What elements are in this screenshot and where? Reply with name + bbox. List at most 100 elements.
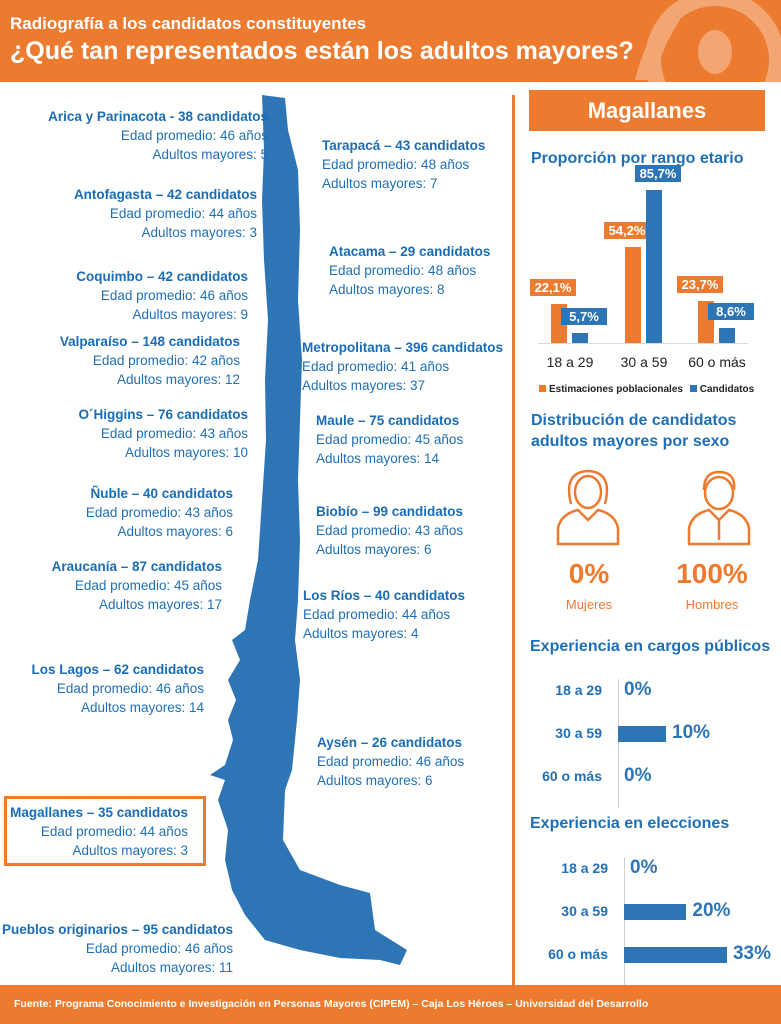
data-label: 5,7% <box>561 307 607 325</box>
region-metropolitana: Metropolitana – 396 candidatos Edad prome… <box>302 338 503 395</box>
region-elders: Adultos mayores: 14 <box>80 700 204 715</box>
region-elders: Adultos mayores: 5 <box>152 147 268 162</box>
logo-icon <box>635 0 781 82</box>
bar <box>625 246 641 343</box>
region-coquimbo: Coquimbo – 42 candidatos Edad promedio: 4… <box>76 267 248 324</box>
region-elders: Adultos mayores: 14 <box>316 451 440 466</box>
legend-label: Estimaciones poblacionales <box>549 384 683 395</box>
region-age: Edad promedio: 46 años <box>120 128 268 143</box>
region-title: Maule – 75 candidatos <box>316 413 460 428</box>
region-elders: Adultos mayores: 3 <box>72 843 188 858</box>
region-elders: Adultos mayores: 6 <box>117 524 233 539</box>
region-age: Edad promedio: 46 años <box>56 681 204 696</box>
region-antofagasta: Antofagasta – 42 candidatos Edad promedio… <box>74 185 257 242</box>
region-magallanes[interactable]: Magallanes – 35 candidatos Edad promedio:… <box>10 803 188 860</box>
region-age: Edad promedio: 43 años <box>100 426 248 441</box>
x-tick-label: 18 a 29 <box>546 354 594 370</box>
region-title: Valparaíso – 148 candidatos <box>59 334 240 349</box>
region-age: Edad promedio: 44 años <box>109 206 257 221</box>
chart-axis <box>624 857 625 986</box>
header-banner: Radiografía a los candidatos constituyen… <box>0 0 781 82</box>
region-title: Araucanía – 87 candidatos <box>51 559 222 574</box>
men-label: Hombres <box>685 597 739 612</box>
region-title: Metropolitana – 396 candidatos <box>302 340 504 355</box>
data-label: 54,2% <box>604 221 650 239</box>
y-tick-label: 60 o más <box>542 768 602 784</box>
region-los-lagos: Los Lagos – 62 candidatos Edad promedio: … <box>31 660 204 717</box>
bar <box>572 332 588 343</box>
public-office-title: Experiencia en cargos públicos <box>530 638 771 655</box>
data-label: 8,6% <box>708 302 754 320</box>
region-elders: Adultos mayores: 7 <box>322 176 438 191</box>
region-age: Edad promedio: 46 años <box>317 754 465 769</box>
region-elders: Adultos mayores: 8 <box>329 282 445 297</box>
region-title: Biobío – 99 candidatos <box>316 504 464 519</box>
region-title: Magallanes – 35 candidatos <box>10 805 188 820</box>
age-chart-title: Proporción por rango etario <box>531 150 744 167</box>
region-age: Edad promedio: 43 años <box>85 505 233 520</box>
x-tick-label: 30 a 59 <box>620 354 668 370</box>
bar <box>624 904 687 920</box>
region-elders: Adultos mayores: 11 <box>110 960 233 975</box>
data-label: 0% <box>624 679 652 700</box>
region-age: Edad promedio: 41 años <box>302 359 450 374</box>
region-pueblos-originarios: Pueblos originarios – 95 candidatos Edad … <box>2 920 233 977</box>
region-atacama: Atacama – 29 candidatos Edad promedio: 48… <box>329 242 490 299</box>
bar <box>624 947 727 963</box>
region-title: Los Lagos – 62 candidatos <box>31 662 204 677</box>
region-elders: Adultos mayores: 4 <box>303 626 419 641</box>
data-label: 10% <box>672 722 711 743</box>
region-title: O´Higgins – 76 candidatos <box>78 407 248 422</box>
region-age: Edad promedio: 46 años <box>85 941 233 956</box>
data-label: 23,7% <box>677 275 723 293</box>
region-title: Ñuble – 40 candidatos <box>90 486 233 501</box>
age-chart-legend: Estimaciones poblacionales Candidatos <box>539 384 754 395</box>
region-age: Edad promedio: 48 años <box>322 157 470 172</box>
chart-axis <box>618 679 619 808</box>
region-nuble: Ñuble – 40 candidatos Edad promedio: 43 a… <box>86 484 233 541</box>
region-elders: Adultos mayores: 9 <box>132 307 248 322</box>
selected-region-title: Magallanes <box>529 90 765 131</box>
elections-title: Experiencia en elecciones <box>530 815 730 832</box>
region-age: Edad promedio: 48 años <box>329 263 477 278</box>
y-tick-label: 60 o más <box>548 946 608 962</box>
y-tick-label: 18 a 29 <box>555 682 602 698</box>
x-tick-label: 60 o más <box>688 354 746 370</box>
woman-icon <box>556 469 620 546</box>
legend-swatch <box>539 385 546 392</box>
data-label: 33% <box>732 943 771 964</box>
region-elders: Adultos mayores: 3 <box>141 225 257 240</box>
region-age: Edad promedio: 42 años <box>92 353 240 368</box>
region-title: Arica y Parinacota - 38 candidatos <box>48 109 268 124</box>
header-subtitle: Radiografía a los candidatos constituyen… <box>10 14 367 33</box>
footer-source: Fuente: Programa Conocimiento e Investig… <box>0 985 781 1024</box>
women-label: Mujeres <box>565 597 613 612</box>
region-ohiggins: O´Higgins – 76 candidatos Edad promedio: … <box>78 405 248 462</box>
region-tarapaca: Tarapacá – 43 candidatos Edad promedio: 4… <box>322 136 485 193</box>
selected-region-highlight <box>4 796 206 866</box>
data-label: 22,1% <box>530 278 576 296</box>
region-age: Edad promedio: 44 años <box>40 824 188 839</box>
region-title: Atacama – 29 candidatos <box>329 244 491 259</box>
region-elders: Adultos mayores: 10 <box>124 445 248 460</box>
y-tick-label: 30 a 59 <box>555 725 602 741</box>
data-label: 20% <box>692 900 731 921</box>
region-title: Los Ríos – 40 candidatos <box>303 588 466 603</box>
region-age: Edad promedio: 45 años <box>316 432 464 447</box>
region-valparaiso: Valparaíso – 148 candidatos Edad promedio… <box>60 332 240 389</box>
y-tick-label: 30 a 59 <box>561 903 608 919</box>
region-aysen: Aysén – 26 candidatos Edad promedio: 46 a… <box>317 733 464 790</box>
region-title: Antofagasta – 42 candidatos <box>73 187 257 202</box>
region-age: Edad promedio: 43 años <box>316 523 464 538</box>
region-los-rios: Los Ríos – 40 candidatos Edad promedio: 4… <box>303 586 465 643</box>
bar <box>719 327 735 343</box>
region-elders: Adultos mayores: 6 <box>316 542 432 557</box>
bar <box>618 726 666 742</box>
header-title: ¿Qué tan representados están los adultos… <box>10 37 634 65</box>
data-label: 85,7% <box>635 165 681 183</box>
region-elders: Adultos mayores: 6 <box>317 773 433 788</box>
data-label: 0% <box>624 765 652 786</box>
region-arica: Arica y Parinacota - 38 candidatos Edad p… <box>48 107 268 164</box>
men-percent: 100% <box>676 558 748 589</box>
